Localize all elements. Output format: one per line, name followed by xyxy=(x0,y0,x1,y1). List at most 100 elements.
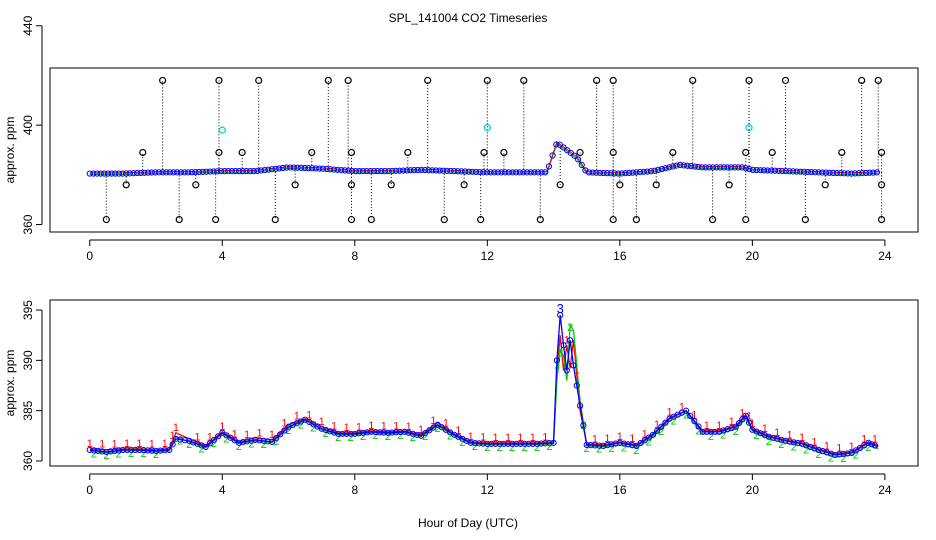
bottom-series-3-point xyxy=(132,446,139,454)
top-spike-low-point xyxy=(347,215,356,224)
top-data-point xyxy=(476,168,483,176)
bottom-series-1-glyph: 1 xyxy=(542,431,548,443)
bottom-series-3-point xyxy=(550,439,557,446)
bottom-series-1-glyph: 1 xyxy=(642,428,648,440)
bottom-series-3-point xyxy=(128,446,135,454)
top-data-point xyxy=(349,167,356,175)
bottom-series-3-point xyxy=(654,427,661,434)
top-cyan-point xyxy=(218,126,226,134)
bottom-series-3-point xyxy=(119,446,126,454)
bottom-series-2-glyph: 2 xyxy=(695,426,701,438)
top-spike-mid-point xyxy=(238,148,246,157)
top-data-point xyxy=(421,166,429,174)
bottom-series-2-glyph: 2 xyxy=(522,442,528,454)
bottom-series-2-glyph: 2 xyxy=(803,444,809,456)
top-spike-min-point xyxy=(725,181,733,189)
bottom-series-3-point xyxy=(637,440,644,447)
bottom-series-3-point xyxy=(691,418,698,425)
top-spike-high-point xyxy=(858,76,866,85)
top-spike-low-point xyxy=(477,215,485,224)
bottom-series-3-point xyxy=(836,451,843,458)
top-data-point xyxy=(134,169,141,177)
bottom-series-3-point xyxy=(865,439,872,446)
top-data-point xyxy=(359,168,367,175)
top-x-tick-label: 16 xyxy=(613,249,627,263)
bottom-series-2-glyph: 2 xyxy=(733,426,739,438)
top-data-point xyxy=(491,169,498,176)
top-data-point xyxy=(228,168,235,175)
top-data-point xyxy=(174,169,181,176)
top-data-point xyxy=(673,162,680,169)
bottom-series-3-point xyxy=(99,448,106,455)
top-spike-low-point xyxy=(440,215,448,224)
top-data-point xyxy=(472,168,480,176)
bottom-series-3-point xyxy=(260,437,267,444)
top-x-tick-label: 12 xyxy=(481,249,495,263)
bottom-series-3-point xyxy=(778,436,785,443)
top-data-point xyxy=(837,170,844,177)
bottom-series-3-point xyxy=(769,434,777,441)
bottom-series-3-point xyxy=(181,437,188,444)
bottom-series-1-glyph: 1 xyxy=(530,432,536,444)
bottom-series-3-point xyxy=(264,438,271,445)
top-data-point xyxy=(611,170,618,177)
bottom-series-2-glyph: 2 xyxy=(177,436,183,448)
bottom-series-1-glyph: 1 xyxy=(729,416,735,428)
top-spike-mid-point xyxy=(669,148,677,157)
bottom-series-3-point xyxy=(868,441,875,448)
bottom-series-2-glyph: 2 xyxy=(211,438,217,450)
bottom-series-2-glyph: 2 xyxy=(285,425,291,437)
top-data-point xyxy=(593,169,600,176)
top-data-point xyxy=(735,164,742,171)
bottom-series-1-glyph: 1 xyxy=(739,407,745,419)
top-data-point xyxy=(392,167,399,174)
bottom-series-3-point xyxy=(364,429,371,436)
bottom-series-3-point xyxy=(177,436,184,443)
top-spike-min-point xyxy=(347,181,356,189)
bottom-series-3-point xyxy=(123,446,131,454)
top-spike-mid-point xyxy=(308,148,316,157)
top-data-point xyxy=(462,168,469,175)
bottom-series-3-point xyxy=(546,440,553,447)
top-series xyxy=(86,76,886,224)
bottom-series-1-glyph: 1 xyxy=(393,420,399,432)
bottom-series-3-point xyxy=(94,447,102,455)
top-spike-mid-point xyxy=(768,148,776,157)
top-data-point xyxy=(108,170,115,177)
top-data-point xyxy=(152,169,159,176)
bottom-series-3-point xyxy=(115,447,122,454)
top-data-point xyxy=(166,169,174,176)
bottom-series-2-glyph: 2 xyxy=(385,431,391,443)
bottom-series-3-point xyxy=(277,431,284,438)
bottom-series-1-glyph: 1 xyxy=(836,442,842,454)
top-data-point xyxy=(862,169,870,177)
top-spike-high-point xyxy=(324,76,332,85)
bottom-series-2-glyph: 2 xyxy=(248,439,254,451)
bottom-series-2-glyph: 2 xyxy=(778,439,784,451)
bottom-series-2-glyph: 2 xyxy=(840,453,846,465)
top-data-point xyxy=(757,167,764,174)
top-spike-min-point xyxy=(122,181,130,189)
top-data-point xyxy=(607,170,614,177)
bottom-series-2-glyph: 2 xyxy=(608,443,614,455)
bottom-peak-glyph: 3 xyxy=(557,301,564,316)
bottom-x-tick-label: 8 xyxy=(351,483,358,497)
top-data-point xyxy=(163,169,170,176)
bottom-series-3-point xyxy=(798,440,806,447)
bottom-series-3-point xyxy=(252,436,259,443)
bottom-series-2-glyph: 2 xyxy=(766,436,772,448)
bottom-series-1-glyph: 1 xyxy=(604,433,610,445)
bottom-series-2-glyph: 2 xyxy=(708,431,714,443)
bottom-series-2-glyph: 2 xyxy=(671,416,677,428)
top-data-point xyxy=(687,163,695,170)
top-data-point xyxy=(294,164,301,171)
bottom-series-3-point xyxy=(426,427,433,434)
top-data-point xyxy=(487,169,494,176)
top-data-point xyxy=(170,169,177,176)
top-data-point xyxy=(720,164,727,171)
bottom-series-3-point xyxy=(202,443,209,450)
top-data-point xyxy=(596,169,604,176)
top-data-point xyxy=(873,169,881,176)
bottom-series-3-point xyxy=(194,440,201,447)
bottom-series-1-glyph: 1 xyxy=(564,334,570,346)
